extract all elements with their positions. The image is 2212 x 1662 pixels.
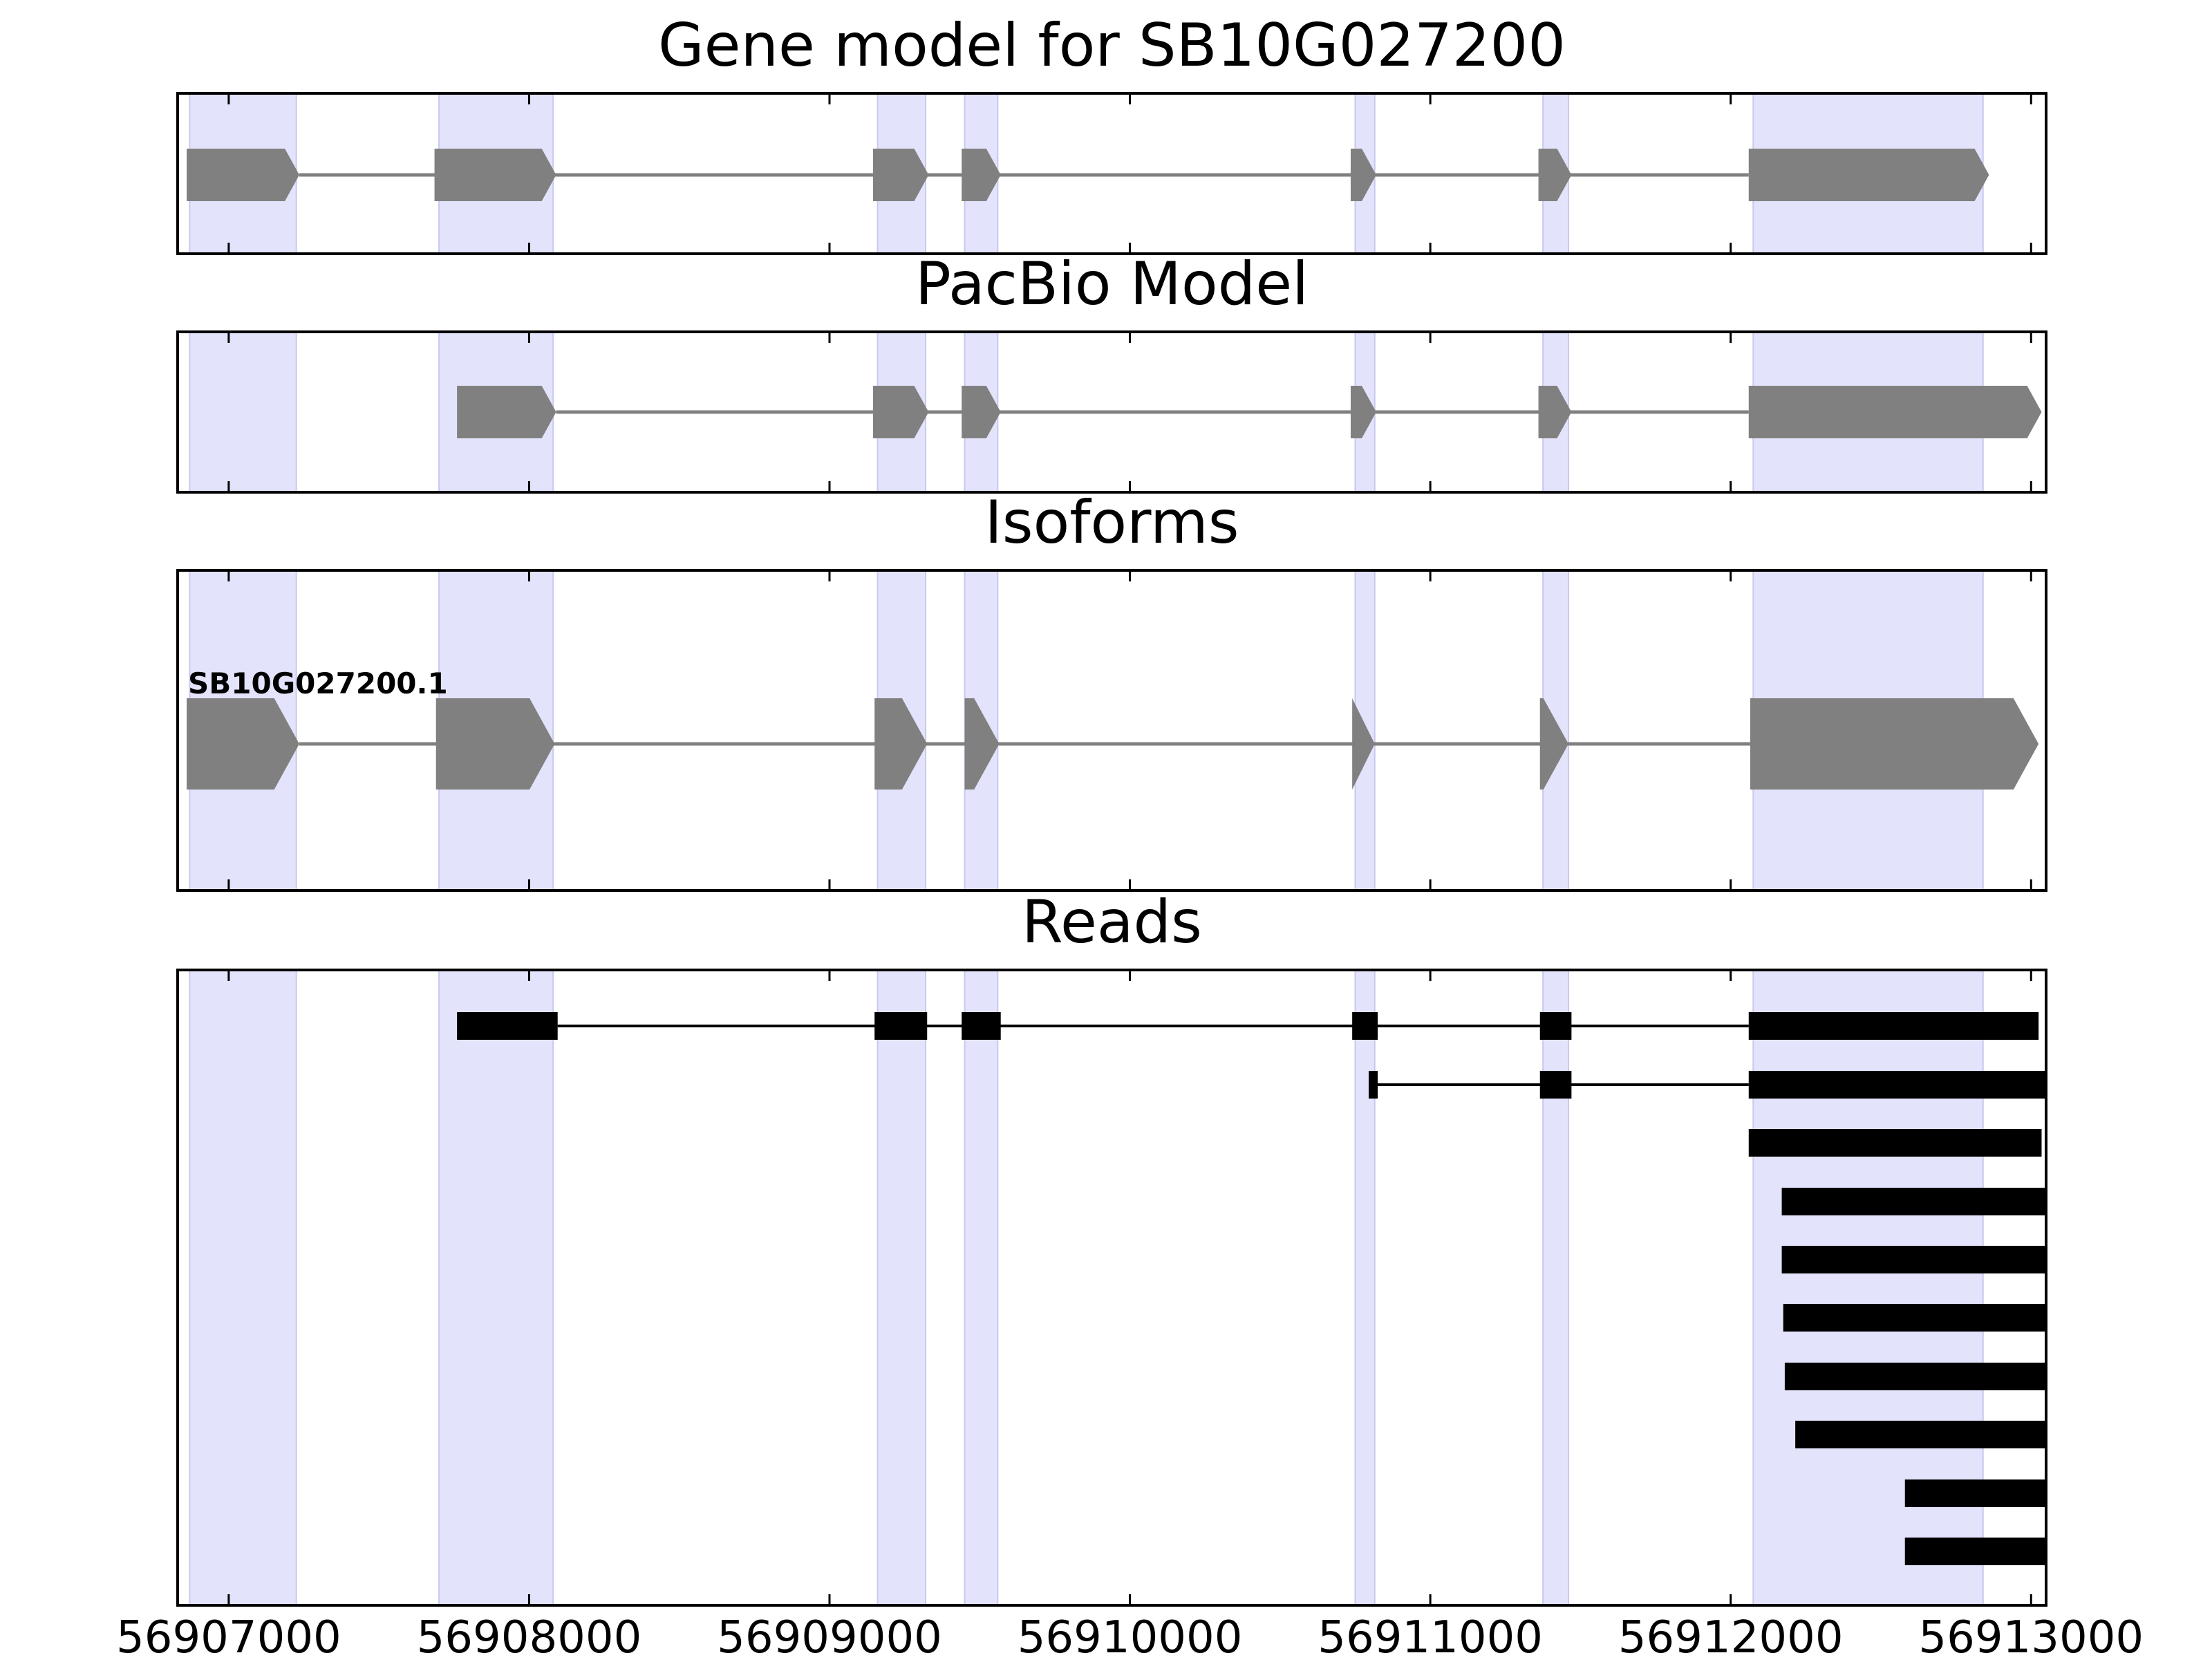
exon-arrow <box>964 698 1000 790</box>
read-track <box>1369 1071 2046 1099</box>
x-tick-label: 56907000 <box>116 1612 341 1659</box>
x-tick-label: 56909000 <box>717 1612 942 1659</box>
read-exon <box>1781 1246 2046 1273</box>
exon-arrow <box>874 698 928 790</box>
highlight-region <box>1354 969 1376 1606</box>
panel-0: Gene model for SB10G027200 <box>176 11 2047 255</box>
read-exon <box>1748 1071 2046 1099</box>
exon-arrow <box>187 149 299 201</box>
model-track: SB10G027200.1 <box>187 666 2039 790</box>
exon-arrow <box>1748 386 2042 438</box>
highlight-region <box>1752 969 1984 1606</box>
highlight-region <box>964 969 999 1606</box>
read-track <box>1904 1538 2046 1565</box>
read-track <box>1781 1246 2046 1273</box>
read-exon <box>1781 1188 2046 1215</box>
exon-arrow <box>457 386 556 438</box>
read-exon <box>962 1012 1001 1040</box>
exon-arrow <box>873 149 929 201</box>
read-exon <box>1352 1012 1378 1040</box>
highlight-region <box>877 969 927 1606</box>
x-tick-label: 56908000 <box>417 1612 642 1659</box>
x-tick-label: 56912000 <box>1618 1612 1844 1659</box>
highlight-region <box>438 969 554 1606</box>
read-exon <box>1539 1071 1572 1099</box>
highlight-region <box>1542 969 1570 1606</box>
read-exon <box>1904 1479 2046 1507</box>
panel-title: PacBio Model <box>915 250 1309 319</box>
isoform-label: SB10G027200.1 <box>188 666 448 700</box>
x-tick-label: 56913000 <box>1918 1612 2144 1659</box>
exon-arrow <box>962 386 1001 438</box>
read-exon <box>1904 1538 2046 1565</box>
panel-title: Reads <box>1022 888 1202 957</box>
panel-frame <box>176 569 2047 892</box>
panel-1: PacBio Model <box>176 250 2047 494</box>
read-exon <box>1748 1012 2039 1040</box>
exon-arrow <box>1350 386 1376 438</box>
read-track <box>1784 1363 2046 1390</box>
panel-3: Reads <box>176 888 2047 1607</box>
panel-2: SB10G027200.1 Isoforms <box>176 488 2047 892</box>
read-exon <box>457 1012 558 1040</box>
read-track <box>1904 1479 2046 1507</box>
model-track <box>187 149 1989 201</box>
exon-arrow <box>434 149 556 201</box>
panel-title: Isoforms <box>984 488 1239 557</box>
read-track <box>1795 1421 2046 1448</box>
exon-arrow <box>187 698 299 790</box>
panel-frame <box>176 92 2047 255</box>
read-exon <box>1369 1071 1378 1099</box>
read-track <box>457 1012 2039 1040</box>
exon-arrow <box>1538 386 1572 438</box>
exon-arrow <box>962 149 1001 201</box>
read-track <box>1781 1188 2046 1215</box>
exon-arrow <box>1350 149 1376 201</box>
read-track <box>1783 1304 2046 1332</box>
read-exon <box>1539 1012 1572 1040</box>
exon-arrow <box>1539 698 1569 790</box>
panel-title: Gene model for SB10G027200 <box>658 11 1566 80</box>
exon-arrow <box>1352 698 1375 790</box>
read-exon <box>1784 1363 2046 1390</box>
exon-arrow <box>1748 149 1989 201</box>
read-exon <box>874 1012 928 1040</box>
panel-frame <box>176 330 2047 494</box>
read-track <box>1748 1129 2042 1157</box>
read-exon <box>1795 1421 2046 1448</box>
read-exon <box>1783 1304 2046 1332</box>
panel-frame <box>176 969 2047 1607</box>
exon-arrow <box>873 386 929 438</box>
read-exon <box>1748 1129 2042 1157</box>
exon-arrow <box>1538 149 1572 201</box>
x-tick-label: 56911000 <box>1318 1612 1543 1659</box>
highlight-region <box>189 969 297 1606</box>
x-tick-label: 56910000 <box>1018 1612 1243 1659</box>
exon-arrow <box>435 698 555 790</box>
exon-arrow <box>1750 698 2039 790</box>
model-track <box>457 386 2042 438</box>
highlight-region <box>189 331 297 493</box>
